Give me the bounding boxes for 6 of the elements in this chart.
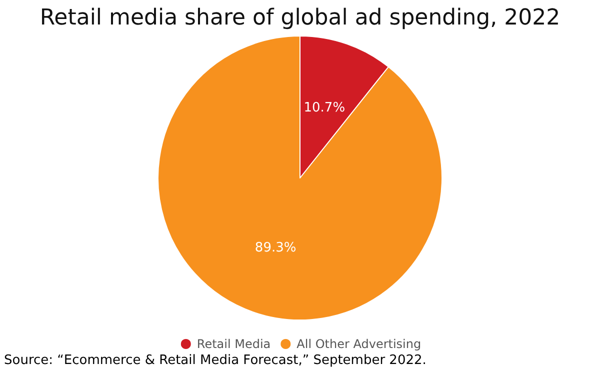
legend-label: All Other Advertising: [296, 337, 422, 351]
data-label: 10.7%: [304, 100, 346, 116]
chart-title: Retail media share of global ad spending, 2022: [40, 6, 560, 30]
source-note: Source: “Ecommerce & Retail Media Forecast,” September 2022.: [4, 353, 426, 368]
data-label: 89.3%: [254, 240, 296, 256]
legend-label: Retail Media: [196, 337, 271, 351]
